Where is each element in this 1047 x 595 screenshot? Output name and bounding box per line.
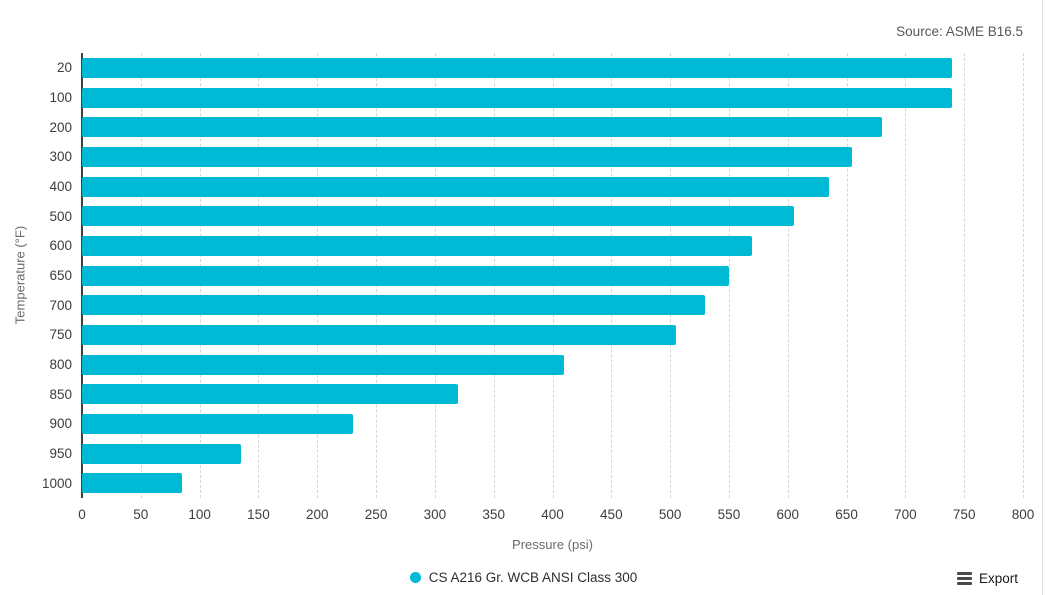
export-button-label: Export: [978, 570, 1018, 586]
pressure-bar[interactable]: [82, 354, 565, 375]
pressure-bar[interactable]: [82, 176, 829, 197]
bar-row: [82, 83, 1023, 113]
y-axis-category-label: 1000: [41, 475, 72, 491]
y-axis-category-label: 900: [49, 416, 72, 432]
pressure-bar[interactable]: [82, 384, 459, 405]
bar-row: [82, 350, 1023, 380]
x-axis-tick-label: 500: [658, 507, 682, 522]
bar-row: [82, 468, 1023, 498]
y-axis-category-label: 200: [49, 119, 72, 135]
legend-item[interactable]: CS A216 Gr. WCB ANSI Class 300: [0, 570, 1047, 585]
y-axis-category-label: 700: [49, 297, 72, 313]
x-gridline: [964, 53, 966, 498]
x-axis-tick-label: 650: [835, 507, 858, 522]
x-gridline: [1023, 53, 1024, 498]
y-axis-category-label: 300: [49, 149, 72, 165]
x-gridline: [846, 53, 848, 498]
x-axis-labels: 0 50 100 150 200 250 300 350 400 450 500 550 600 650 7…: [78, 507, 1034, 525]
x-axis-tick-label: 550: [717, 507, 741, 522]
y-axis-category-label: 600: [49, 238, 72, 254]
y-axis-category-label: 800: [49, 357, 72, 373]
export-button[interactable]: Export: [956, 569, 1018, 587]
y-axis-category-label: 20: [56, 60, 72, 76]
pressure-bar[interactable]: [82, 413, 353, 434]
x-gridline: [787, 53, 789, 498]
x-axis-tick-label: 300: [423, 507, 447, 522]
x-axis-tick-label: 0: [78, 507, 86, 522]
pressure-bar[interactable]: [82, 57, 953, 78]
pressure-bar[interactable]: [82, 146, 853, 167]
y-axis-category-label: 750: [49, 327, 72, 343]
x-axis-tick-label: 750: [952, 507, 976, 522]
pressure-bar[interactable]: [82, 206, 794, 227]
card-right-border: [1042, 0, 1043, 595]
x-axis-tick-label: 600: [776, 507, 800, 522]
y-axis-category-label: 100: [49, 90, 72, 105]
x-gridline: [905, 53, 907, 498]
x-axis-tick-label: 450: [600, 507, 623, 522]
bar-row: [82, 320, 1023, 350]
pressure-bar[interactable]: [82, 265, 729, 286]
pressure-bar[interactable]: [82, 295, 706, 316]
bar-row: [82, 290, 1023, 320]
legend-marker-icon: [409, 572, 421, 583]
pressure-bar[interactable]: [82, 87, 953, 108]
x-axis-tick-label: 350: [482, 507, 505, 522]
bar-row: [82, 379, 1023, 409]
y-axis-category-label: 950: [49, 446, 72, 462]
bar-row: [82, 142, 1023, 172]
bar-row: [82, 112, 1023, 142]
bar-row: [82, 201, 1023, 231]
x-axis-tick-label: 800: [1011, 507, 1035, 522]
x-axis-tick-label: 250: [364, 507, 388, 522]
x-axis-tick-label: 150: [247, 507, 270, 522]
bar-row: [82, 409, 1023, 439]
legend-label: CS A216 Gr. WCB ANSI Class 300: [428, 570, 638, 585]
x-axis-tick-label: 700: [894, 507, 917, 522]
pressure-bar[interactable]: [82, 117, 882, 138]
pressure-bar[interactable]: [82, 235, 753, 256]
x-axis-title: Pressure (psi): [512, 537, 593, 552]
pressure-bar[interactable]: [82, 324, 676, 345]
x-axis-tick-label: 100: [188, 507, 211, 522]
bar-row: [82, 231, 1023, 261]
x-axis-tick-label: 200: [305, 507, 329, 522]
x-axis-tick-label: 50: [133, 507, 149, 522]
x-gridline: [728, 53, 730, 498]
x-axis-tick-label: 400: [541, 507, 564, 522]
y-axis-category-label: 850: [49, 386, 72, 402]
bar-row: [82, 172, 1023, 202]
y-axis-category-label: 500: [49, 208, 72, 224]
plot-area: [81, 53, 1024, 498]
y-axis-category-label: 650: [49, 268, 72, 284]
hamburger-icon: [956, 571, 972, 585]
pressure-bar[interactable]: [82, 443, 241, 464]
bar-row: [82, 53, 1023, 83]
y-axis-labels: 20 100 200 300 400 500 600 650 700 750 800 850 900 95…: [0, 53, 72, 498]
source-note: Source: ASME B16.5: [896, 24, 1023, 39]
bars-layer: [82, 53, 1023, 498]
y-axis-category-label: 400: [49, 179, 72, 195]
pressure-bar[interactable]: [82, 473, 182, 494]
bar-row: [82, 439, 1023, 469]
bar-row: [82, 261, 1023, 291]
